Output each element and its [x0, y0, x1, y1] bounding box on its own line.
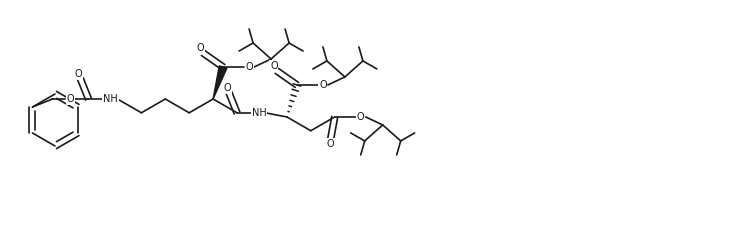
Text: O: O [74, 69, 82, 79]
Text: O: O [245, 62, 253, 72]
Text: O: O [67, 94, 74, 104]
Text: NH: NH [252, 108, 266, 118]
Text: NH: NH [103, 94, 118, 104]
Text: O: O [270, 61, 277, 71]
Polygon shape [213, 66, 227, 99]
Text: O: O [319, 80, 327, 90]
Text: O: O [223, 83, 231, 93]
Text: O: O [327, 139, 335, 149]
Text: O: O [357, 112, 364, 122]
Text: O: O [197, 43, 204, 53]
